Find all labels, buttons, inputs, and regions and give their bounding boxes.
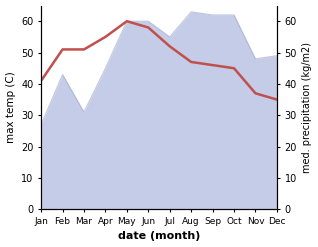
Y-axis label: max temp (C): max temp (C) xyxy=(5,72,16,143)
X-axis label: date (month): date (month) xyxy=(118,231,200,242)
Y-axis label: med. precipitation (kg/m2): med. precipitation (kg/m2) xyxy=(302,42,313,173)
